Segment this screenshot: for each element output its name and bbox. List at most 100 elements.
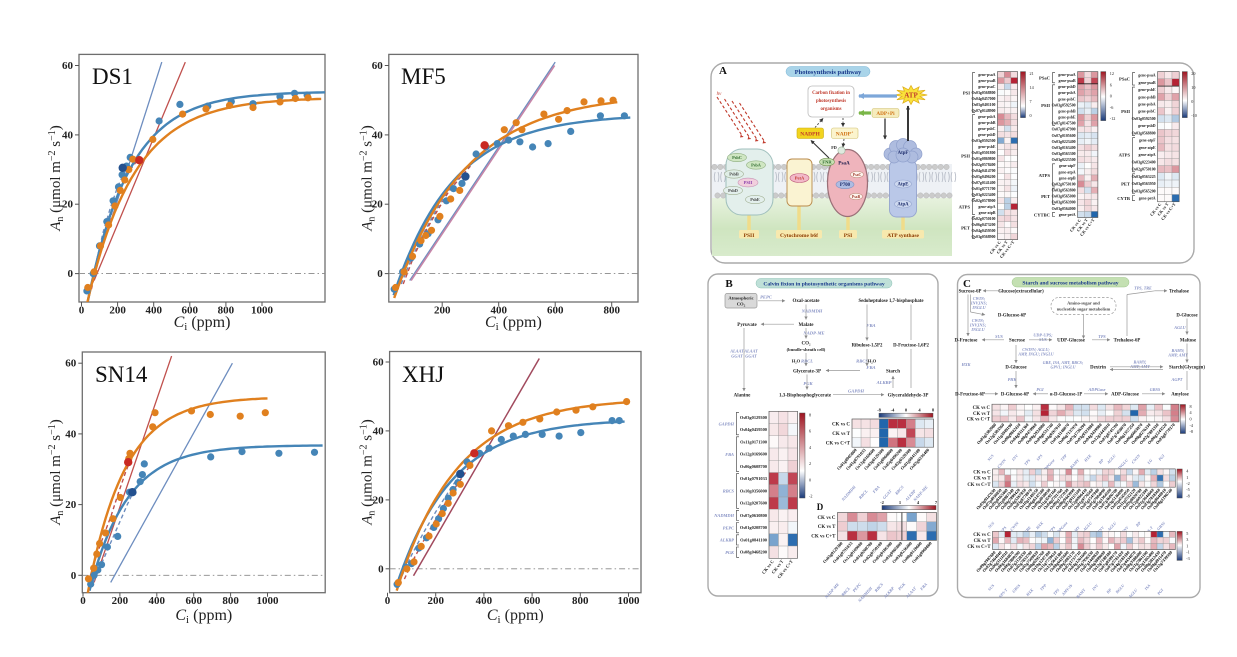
- svg-text:Os10g0356000: Os10g0356000: [740, 489, 768, 494]
- svg-text:ISA: ISA: [1143, 583, 1152, 592]
- svg-text:12: 12: [1110, 71, 1114, 76]
- svg-text:Os03g0563900: Os03g0563900: [1052, 201, 1076, 205]
- svg-text:TPP: TPP: [1039, 583, 1048, 592]
- svg-text:40: 40: [373, 425, 385, 437]
- svg-text:600: 600: [182, 305, 199, 317]
- svg-text:UDP-Glucose: UDP-Glucose: [1057, 339, 1085, 344]
- svg-text:Cytochrome b6f: Cytochrome b6f: [780, 233, 818, 239]
- svg-text:H₂O: H₂O: [792, 359, 801, 364]
- svg-text:Starch and sucrose metabolism: Starch and sucrose metabolism pathway: [1022, 281, 1118, 287]
- svg-text:Os01g0501800: Os01g0501800: [972, 151, 996, 155]
- svg-text:Starch(Glycogen): Starch(Glycogen): [1169, 366, 1205, 371]
- svg-text:PGI: PGI: [1156, 587, 1165, 596]
- svg-text:Os04g0459500: Os04g0459500: [740, 427, 768, 432]
- svg-text:200: 200: [109, 305, 126, 317]
- svg-text:gene-psbE: gene-psbE: [978, 145, 996, 149]
- svg-text:Os03g0563950: Os03g0563950: [1132, 182, 1156, 186]
- svg-text:gene-petA: gene-petA: [1059, 213, 1076, 217]
- svg-text:Amino-sugar and: Amino-sugar and: [1067, 301, 1100, 306]
- svg-text:PSaC: PSaC: [1119, 77, 1130, 82]
- svg-text:ATP synthase: ATP synthase: [887, 233, 919, 239]
- svg-text:RBCS: RBCS: [894, 484, 905, 496]
- svg-text:-8: -8: [1186, 494, 1190, 499]
- svg-text:CK vs C: CK vs C: [973, 406, 991, 411]
- svg-text:RBCS: RBCS: [856, 359, 868, 364]
- svg-text:RBCS: RBCS: [723, 489, 735, 494]
- svg-text:PEPC: PEPC: [851, 582, 862, 593]
- svg-text:CWIN: CWIN: [996, 457, 1008, 469]
- svg-text:CK vs C: CK vs C: [832, 423, 850, 428]
- svg-text:SUS: SUS: [987, 582, 996, 591]
- svg-text:Os01g0869800: Os01g0869800: [972, 157, 996, 161]
- svg-text:HXK: HXK: [961, 362, 972, 367]
- svg-text:gene-psbC: gene-psbC: [1138, 110, 1156, 114]
- svg-text:gene-atpB: gene-atpB: [1059, 176, 1076, 180]
- svg-text:gene-psbD: gene-psbD: [1138, 124, 1156, 128]
- svg-text:2: 2: [809, 461, 811, 466]
- svg-text:CK vs T: CK vs T: [818, 525, 836, 530]
- svg-text:BP: BP: [1097, 457, 1105, 465]
- svg-text:FNR: FNR: [822, 160, 832, 165]
- svg-text:D: D: [817, 502, 824, 512]
- svg-text:Ci (ppm): Ci (ppm): [485, 314, 542, 333]
- svg-text:CK vs T: CK vs T: [974, 539, 992, 544]
- svg-text:800: 800: [603, 305, 620, 317]
- svg-text:PsbD: PsbD: [728, 188, 738, 193]
- svg-text:FBA: FBA: [725, 452, 734, 457]
- svg-text:Starch: Starch: [886, 370, 900, 375]
- svg-text:CK vs C: CK vs C: [973, 471, 991, 476]
- svg-text:NADMDH: NADMDH: [801, 309, 823, 314]
- svg-text:8: 8: [809, 413, 811, 418]
- svg-text:Ci (ppm): Ci (ppm): [174, 314, 231, 333]
- svg-text:BP: BP: [1134, 520, 1142, 528]
- svg-text:H₂O: H₂O: [868, 359, 877, 364]
- svg-text:LG: LG: [1145, 458, 1153, 466]
- svg-text:RBCS: RBCS: [873, 581, 884, 593]
- svg-text:A: A: [719, 65, 727, 77]
- svg-text:DS1: DS1: [92, 64, 133, 89]
- svg-text:Carbon fixation in: Carbon fixation in: [812, 91, 850, 96]
- svg-text:20: 20: [373, 494, 385, 506]
- svg-text:800: 800: [572, 595, 589, 607]
- svg-text:CK vs C: CK vs C: [973, 533, 991, 538]
- svg-text:gene-atpA: gene-atpA: [1059, 170, 1076, 174]
- svg-text:hv: hv: [717, 92, 723, 97]
- svg-text:20: 20: [65, 499, 77, 511]
- svg-text:gene-atpA: gene-atpA: [1139, 153, 1156, 157]
- svg-text:gene-psbB: gene-psbB: [978, 121, 996, 125]
- svg-text:CK vs C+T: CK vs C+T: [967, 545, 991, 550]
- svg-text:AtpF: AtpF: [898, 151, 909, 156]
- svg-text:20: 20: [1191, 71, 1195, 76]
- svg-text:Alanine: Alanine: [734, 394, 751, 399]
- svg-text:gene-atpF: gene-atpF: [1059, 164, 1076, 168]
- svg-text:-4: -4: [891, 408, 895, 413]
- svg-text:4: 4: [809, 445, 812, 450]
- svg-text:Ci (ppm): Ci (ppm): [487, 607, 544, 626]
- svg-text:gene-psbC: gene-psbC: [1058, 97, 1076, 101]
- svg-text:TPS, TRE: TPS, TRE: [1134, 286, 1152, 291]
- svg-text:CWIN: CWIN: [1009, 520, 1021, 532]
- svg-text:(bundle-sheath cell): (bundle-sheath cell): [787, 347, 826, 352]
- svg-text:CK vs C+T: CK vs C+T: [811, 535, 836, 540]
- svg-text:4: 4: [917, 500, 920, 505]
- svg-text:-6: -6: [1110, 105, 1114, 110]
- svg-text:INV: INV: [1010, 453, 1019, 463]
- svg-text:D-Glucose: D-Glucose: [1176, 314, 1197, 319]
- svg-text:600: 600: [547, 305, 564, 317]
- svg-text:ADPGase: ADPGase: [1088, 387, 1106, 392]
- svg-text:8: 8: [932, 408, 935, 413]
- svg-text:Os01g0771700: Os01g0771700: [972, 187, 996, 191]
- svg-text:Os08g0468200: Os08g0468200: [740, 550, 768, 555]
- svg-text:PsaA: PsaA: [838, 161, 850, 167]
- svg-text:Os03g0223500: Os03g0223500: [1052, 158, 1076, 162]
- svg-text:Os01g0791033: Os01g0791033: [740, 476, 768, 481]
- svg-text:SUS: SUS: [987, 520, 996, 529]
- svg-text:gene-psbD: gene-psbD: [978, 133, 996, 137]
- svg-text:GGAT: GGAT: [731, 354, 743, 359]
- svg-text:gene-psaB: gene-psaB: [1139, 81, 1156, 85]
- svg-text:SUS: SUS: [986, 453, 995, 462]
- svg-text:ALKBP: ALKBP: [719, 538, 734, 543]
- svg-text:0: 0: [1191, 99, 1193, 104]
- svg-text:-8: -8: [1190, 429, 1194, 434]
- svg-text:Os11g0171300: Os11g0171300: [740, 440, 768, 445]
